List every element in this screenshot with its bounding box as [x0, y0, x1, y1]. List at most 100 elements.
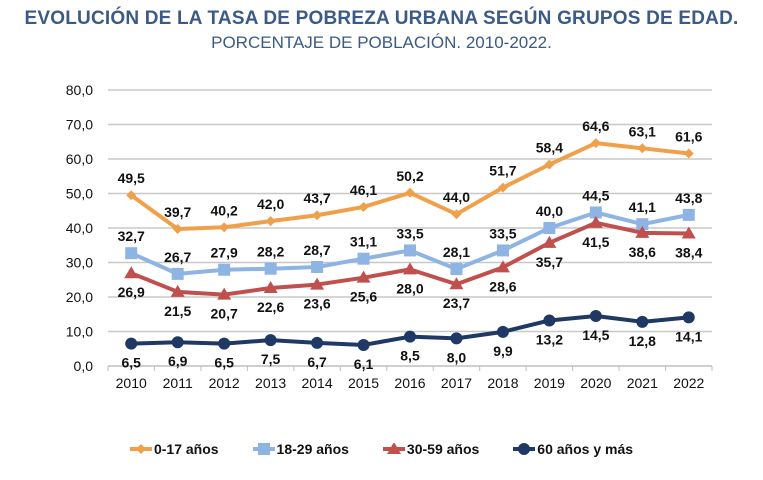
legend-label: 60 años y más	[537, 441, 634, 457]
marker-circle	[125, 337, 138, 350]
marker-diamond	[405, 187, 415, 198]
series-group	[124, 138, 696, 351]
y-tick-label: 20,0	[66, 289, 93, 305]
x-tick-label: 2012	[209, 375, 240, 391]
marker-triangle	[263, 281, 278, 294]
x-axis: 2010 2011 2012 2013 2014 2015 2016 2017 2018 2019…	[107, 365, 713, 391]
data-labels: 49,5 39,7 40,2 42,0 43,7 46,1 50,2 44,0 51,7 58,4…	[118, 118, 703, 372]
x-tick-label: 2022	[673, 375, 704, 391]
data-label: 38,4	[675, 245, 702, 261]
marker-diamond	[544, 159, 555, 170]
data-label: 12,8	[629, 333, 656, 349]
marker-triangle	[124, 266, 139, 279]
marker-triangle	[310, 277, 325, 290]
data-label: 8,0	[447, 349, 467, 365]
data-label: 41,5	[582, 234, 609, 250]
marker-square	[589, 206, 602, 219]
legend-swatch-icon	[513, 443, 536, 455]
marker-diamond	[312, 210, 323, 221]
marker-diamond	[497, 182, 508, 193]
x-tick-label: 2014	[301, 375, 332, 391]
marker-triangle	[217, 287, 232, 300]
data-label: 32,7	[118, 228, 145, 244]
marker-circle	[171, 336, 184, 349]
data-label: 49,5	[118, 170, 145, 186]
data-label: 40,2	[211, 202, 238, 218]
data-label: 64,6	[582, 118, 609, 134]
data-label: 31,1	[350, 234, 377, 250]
data-label: 35,7	[536, 254, 563, 270]
marker-circle	[357, 338, 370, 351]
legend-item: 0-17 años	[129, 441, 219, 457]
series-30-59-a-os	[124, 215, 696, 300]
marker-diamond	[135, 444, 146, 454]
data-label: 9,9	[493, 343, 513, 359]
legend: 0-17 años 18-29 años 30-59 años 60 años y m…	[0, 441, 763, 457]
legend-swatch-icon	[129, 444, 152, 454]
data-label: 63,1	[629, 123, 656, 139]
data-label: 33,5	[489, 225, 516, 241]
x-tick-label: 2015	[348, 375, 379, 391]
marker-diamond	[265, 216, 276, 227]
marker-circle	[682, 311, 695, 324]
marker-square	[543, 222, 556, 234]
x-tick-label: 2020	[580, 375, 611, 391]
marker-triangle	[588, 215, 603, 228]
marker-circle	[218, 337, 231, 350]
x-tick-label: 2017	[441, 375, 472, 391]
marker-triangle	[495, 260, 510, 273]
marker-circle	[589, 309, 602, 322]
series-60-a-os-y-m-s	[125, 309, 695, 351]
marker-square	[264, 262, 277, 275]
x-tick-label: 2018	[487, 375, 518, 391]
marker-square	[636, 218, 649, 231]
marker-circle	[636, 315, 649, 328]
marker-circle	[404, 330, 416, 343]
data-label: 6,1	[354, 356, 374, 372]
marker-triangle	[386, 443, 401, 454]
series-18-29-a-os	[125, 206, 695, 280]
y-tick-label: 40,0	[66, 220, 93, 236]
data-label: 8,5	[400, 348, 420, 364]
x-tick-label: 2011	[163, 375, 193, 391]
x-tick-label: 2010	[116, 375, 147, 391]
y-tick-label: 80,0	[66, 82, 93, 98]
marker-diamond	[358, 201, 369, 212]
marker-circle	[496, 325, 509, 338]
data-label: 28,6	[489, 278, 516, 294]
x-tick-label: 2021	[627, 375, 658, 391]
data-label: 21,5	[164, 303, 191, 319]
marker-triangle	[449, 277, 464, 290]
data-label: 44,5	[582, 187, 609, 203]
data-label: 23,6	[303, 296, 330, 312]
marker-triangle	[542, 235, 557, 248]
gridlines	[108, 89, 712, 333]
marker-circle	[543, 314, 556, 327]
data-label: 28,0	[396, 280, 423, 296]
data-label: 39,7	[164, 204, 191, 220]
marker-triangle	[403, 262, 417, 275]
chart-subtitle: PORCENTAJE DE POBLACIÓN. 2010-2022.	[211, 33, 552, 52]
marker-square	[311, 260, 324, 273]
data-label: 40,0	[536, 203, 563, 219]
data-label: 14,5	[582, 327, 609, 343]
data-label: 28,2	[257, 244, 284, 260]
data-label: 42,0	[257, 196, 284, 212]
marker-circle	[264, 334, 277, 347]
marker-diamond	[451, 209, 462, 220]
data-label: 13,2	[536, 331, 563, 347]
data-label: 51,7	[489, 163, 516, 179]
y-tick-label: 60,0	[66, 151, 93, 167]
data-label: 25,6	[350, 289, 377, 305]
marker-triangle	[635, 225, 650, 238]
marker-square	[450, 263, 463, 276]
marker-square	[404, 244, 416, 257]
x-tick-label: 2016	[394, 375, 425, 391]
series-0-17-a-os	[126, 138, 694, 235]
data-label: 22,6	[257, 299, 284, 315]
data-label: 6,7	[307, 354, 327, 370]
y-tick-label: 0,0	[74, 358, 94, 374]
data-label: 23,7	[443, 295, 470, 311]
x-tick-label: 2013	[255, 375, 286, 391]
